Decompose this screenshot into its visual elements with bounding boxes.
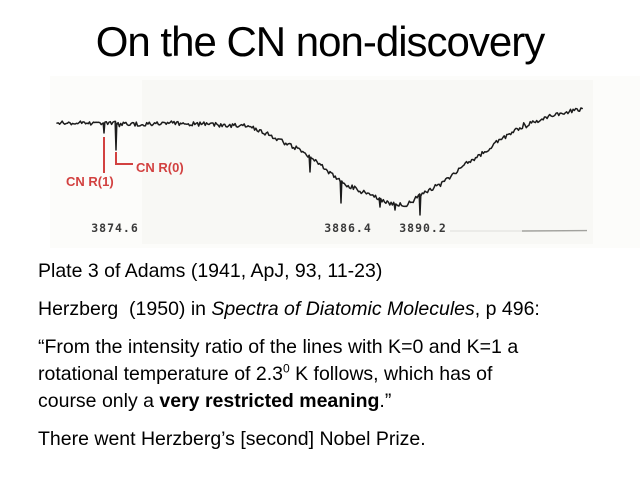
wavelength-tick-3890: 3890.2 <box>399 221 447 235</box>
slide-title: On the CN non-discovery <box>95 18 546 65</box>
text-segment: , p 496: <box>474 298 540 320</box>
cn-r0-bracket <box>115 152 133 165</box>
scan-background <box>142 80 593 244</box>
text-segment: very restricted meaning <box>159 390 380 412</box>
text-segment: Plate 3 of Adams (1941, ApJ, 93, 11-23) <box>38 260 383 282</box>
text-segment: K follows, which has of <box>289 363 493 385</box>
text-segment: rotational temperature of 2.3 <box>38 363 283 385</box>
text-segment: .” <box>379 390 392 412</box>
spectrum-trace <box>56 107 583 216</box>
nobel-line: There went Herzberg’s [second] Nobel Pri… <box>38 426 613 453</box>
text-segment: Herzberg (1950) in <box>38 298 212 320</box>
wavelength-tick-3886: 3886.4 <box>324 221 372 235</box>
herzberg-quote: “From the intensity ratio of the lines w… <box>38 334 613 415</box>
spectrum-plot: CN R(0) CN R(1) 3874.6 3886.4 3890.2 <box>56 80 593 244</box>
wavelength-tick-3874: 3874.6 <box>91 221 139 235</box>
cn-r1-label: CN R(1) <box>66 174 114 189</box>
text-segment: Spectra of Diatomic Molecules <box>211 298 475 320</box>
herzberg-reference: Herzberg (1950) in Spectra of Diatomic M… <box>38 296 613 323</box>
text-segment: course only a <box>38 390 160 412</box>
text-segment: There went Herzberg’s [second] Nobel Pri… <box>38 428 426 450</box>
adams-reference: Plate 3 of Adams (1941, ApJ, 93, 11-23) <box>38 258 613 285</box>
text-segment: “From the intensity ratio of the lines w… <box>38 336 519 358</box>
body-text: Plate 3 of Adams (1941, ApJ, 93, 11-23) H… <box>38 258 613 464</box>
spectrum-figure: CN R(0) CN R(1) 3874.6 3886.4 3890.2 <box>50 76 640 248</box>
cn-r0-label: CN R(0) <box>136 160 184 175</box>
text-segment: 0 <box>282 361 290 376</box>
